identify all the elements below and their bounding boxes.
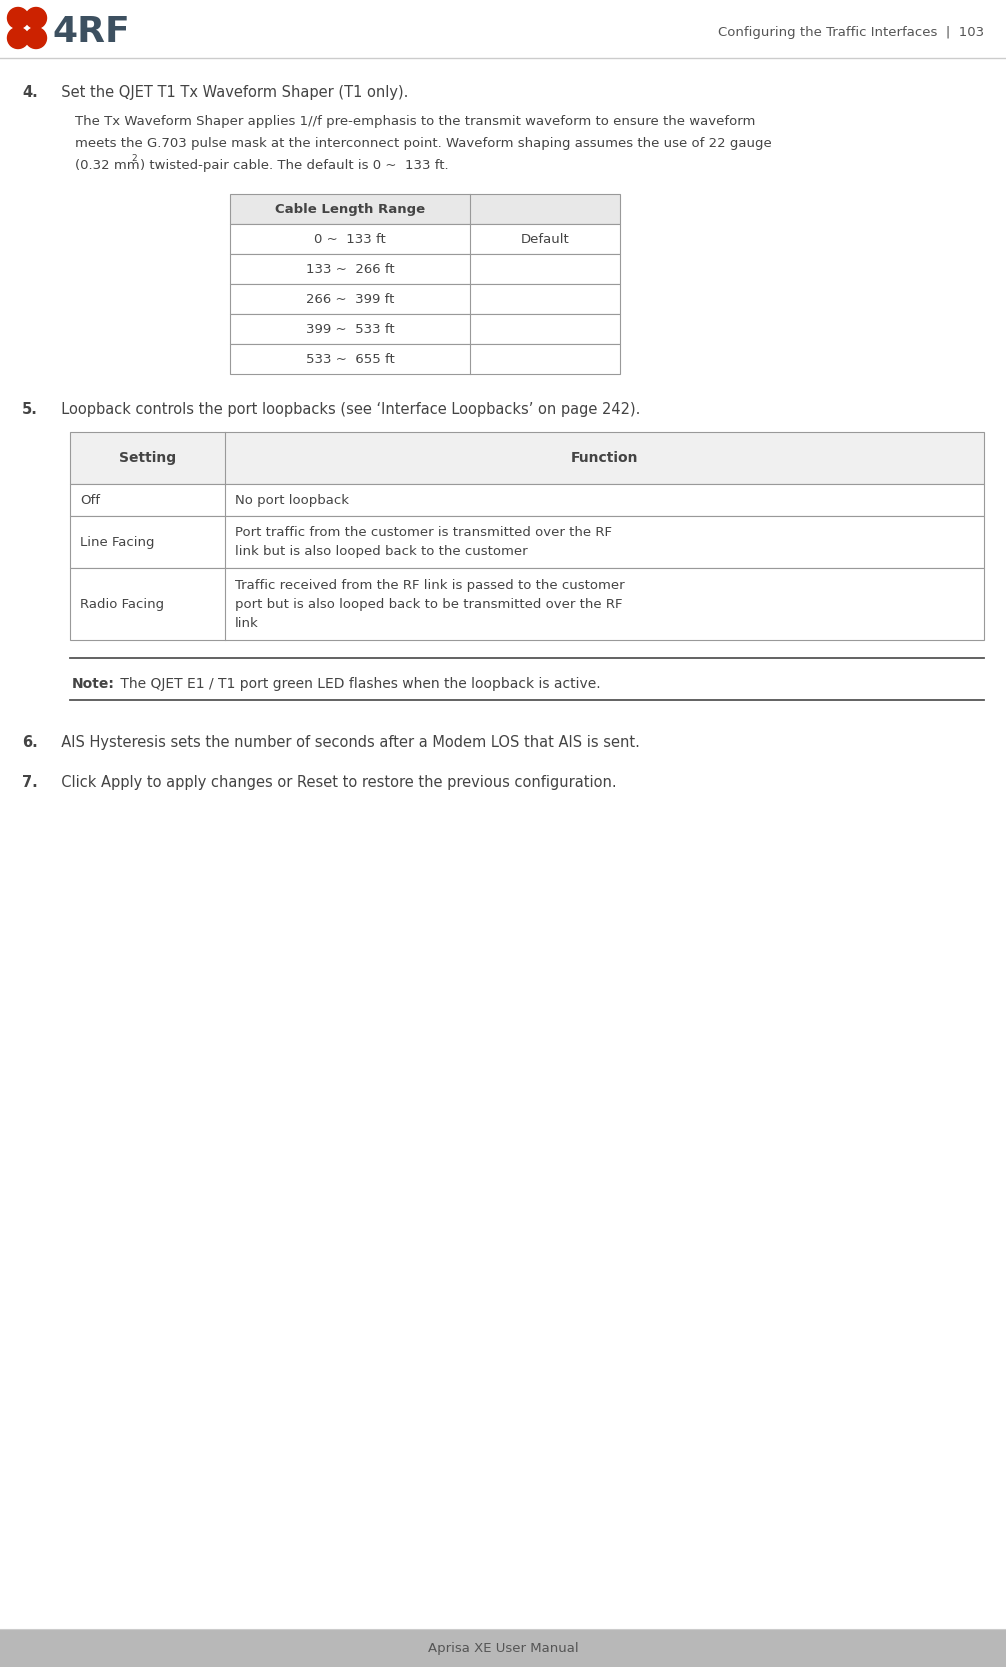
Text: link: link (235, 617, 259, 630)
Text: No port loopback: No port loopback (235, 493, 349, 507)
Text: 6.: 6. (22, 735, 38, 750)
Text: 266 ~  399 ft: 266 ~ 399 ft (306, 292, 394, 305)
Text: meets the G.703 pulse mask at the interconnect point. Waveform shaping assumes t: meets the G.703 pulse mask at the interc… (75, 137, 772, 150)
Circle shape (7, 27, 28, 48)
Text: 2: 2 (131, 153, 137, 163)
Bar (230, 313, 620, 343)
Text: link but is also looped back to the customer: link but is also looped back to the cust… (235, 545, 527, 558)
Text: ) twisted-pair cable. The default is 0 ~  133 ft.: ) twisted-pair cable. The default is 0 ~… (140, 158, 449, 172)
Text: Configuring the Traffic Interfaces  |  103: Configuring the Traffic Interfaces | 103 (718, 25, 984, 38)
Bar (70, 568, 984, 640)
Text: The Tx Waveform Shaper applies 1//f pre-emphasis to the transmit waveform to ens: The Tx Waveform Shaper applies 1//f pre-… (75, 115, 756, 128)
Bar (70, 517, 984, 568)
Text: 0 ~  133 ft: 0 ~ 133 ft (314, 232, 386, 245)
Bar (70, 432, 984, 483)
Text: Note:: Note: (72, 677, 115, 692)
Text: 533 ~  655 ft: 533 ~ 655 ft (306, 352, 394, 365)
Text: 399 ~  533 ft: 399 ~ 533 ft (306, 322, 394, 335)
Circle shape (25, 7, 46, 28)
Text: 4.: 4. (22, 85, 38, 100)
Text: Loopback controls the port loopbacks (see ‘Interface Loopbacks’ on page 242).: Loopback controls the port loopbacks (se… (52, 402, 641, 417)
Bar (230, 343, 620, 373)
Text: AIS Hysteresis sets the number of seconds after a Modem LOS that AIS is sent.: AIS Hysteresis sets the number of second… (52, 735, 640, 750)
Text: Off: Off (80, 493, 100, 507)
Text: Line Facing: Line Facing (80, 535, 155, 548)
Text: 133 ~  266 ft: 133 ~ 266 ft (306, 262, 394, 275)
Text: Aprisa XE User Manual: Aprisa XE User Manual (428, 1642, 578, 1655)
Text: port but is also looped back to be transmitted over the RF: port but is also looped back to be trans… (235, 597, 623, 610)
Text: The QJET E1 / T1 port green LED flashes when the loopback is active.: The QJET E1 / T1 port green LED flashes … (116, 677, 601, 692)
Text: 5.: 5. (22, 402, 38, 417)
Text: Radio Facing: Radio Facing (80, 597, 164, 610)
Text: Setting: Setting (119, 452, 176, 465)
Circle shape (7, 7, 28, 28)
Text: Port traffic from the customer is transmitted over the RF: Port traffic from the customer is transm… (235, 527, 612, 538)
Text: Default: Default (521, 232, 569, 245)
Bar (0, 1629, 1006, 1667)
Circle shape (25, 27, 46, 48)
Bar (230, 193, 620, 223)
Text: Click Apply to apply changes or Reset to restore the previous configuration.: Click Apply to apply changes or Reset to… (52, 775, 617, 790)
Bar (70, 483, 984, 517)
Bar (230, 253, 620, 283)
Text: (0.32 mm: (0.32 mm (75, 158, 140, 172)
Text: 7.: 7. (22, 775, 38, 790)
Text: Function: Function (570, 452, 638, 465)
Text: Cable Length Range: Cable Length Range (275, 202, 426, 215)
Text: 4RF: 4RF (52, 15, 130, 48)
Bar (230, 223, 620, 253)
Bar (0, 1629, 1006, 1667)
Text: Traffic received from the RF link is passed to the customer: Traffic received from the RF link is pas… (235, 578, 625, 592)
Text: Set the QJET T1 Tx Waveform Shaper (T1 only).: Set the QJET T1 Tx Waveform Shaper (T1 o… (52, 85, 408, 100)
Bar (230, 283, 620, 313)
